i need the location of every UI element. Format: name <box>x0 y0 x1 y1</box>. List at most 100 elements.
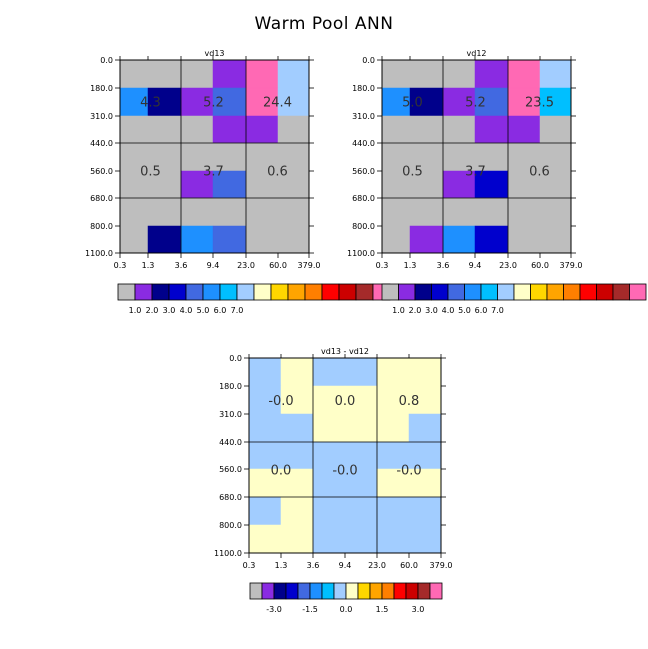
y-tick-label: 800.0 <box>352 222 375 231</box>
panel-title: vd12 <box>467 49 487 58</box>
heatmap-cell <box>147 197 182 227</box>
box-value-label: -0.0 <box>332 464 357 479</box>
heatmap-cell <box>277 87 310 117</box>
heatmap-cell <box>245 87 279 117</box>
colorbar-swatch <box>355 283 374 301</box>
colorbar-swatch <box>273 582 287 600</box>
colorbar-swatch <box>249 582 263 600</box>
heatmap-cell <box>408 357 442 387</box>
box-value-label: 0.0 <box>271 464 292 479</box>
box-value-label: 0.0 <box>335 394 356 409</box>
colorbar-swatch <box>297 582 311 600</box>
colorbar-label: -1.5 <box>302 605 318 614</box>
heatmap-cell <box>376 524 410 554</box>
box-value-label: 0.5 <box>140 165 161 180</box>
heatmap-cell <box>539 115 572 144</box>
box-value-label: 2.4 <box>140 0 161 4</box>
colorbar-label: 6.0 <box>475 306 488 315</box>
x-tick-label: 1.3 <box>275 561 288 570</box>
colorbar-swatch <box>236 283 255 301</box>
colorbar-swatch <box>393 582 407 600</box>
y-tick-label: 560.0 <box>90 167 113 176</box>
heatmap-cell <box>248 524 282 554</box>
heatmap-cell <box>474 87 509 117</box>
heatmap-cell <box>212 115 247 144</box>
colorbar-swatch <box>321 283 340 301</box>
colorbar-swatch <box>480 283 498 301</box>
x-tick-label: 1.3 <box>404 261 417 270</box>
colorbar-swatch <box>168 283 187 301</box>
heatmap-cell <box>409 59 444 89</box>
heatmap-cell <box>409 225 444 254</box>
heatmap-cell <box>474 225 509 254</box>
colorbar-swatch <box>629 283 647 301</box>
heatmap-cell <box>376 496 410 526</box>
heatmap-cell <box>280 496 314 526</box>
heatmap-cell <box>180 170 214 199</box>
heatmap-cell <box>408 496 442 526</box>
heatmap-cell <box>119 170 149 199</box>
x-tick-label: 60.0 <box>400 561 418 570</box>
box-value-label: -0.0 <box>396 464 421 479</box>
colorbar-label: 0.0 <box>340 605 353 614</box>
heatmap-cell <box>381 197 411 227</box>
heatmap-cell <box>409 115 444 144</box>
colorbar-swatch <box>304 283 323 301</box>
box-value-label: 3.7 <box>203 165 224 180</box>
heatmap-cell <box>277 142 310 172</box>
y-tick-label: 680.0 <box>90 194 113 203</box>
colorbar-swatch <box>357 582 371 600</box>
x-tick-label: 3.6 <box>175 261 188 270</box>
heatmap-cell <box>119 225 149 254</box>
x-tick-label: 0.3 <box>243 561 256 570</box>
colorbar-label: 6.0 <box>214 306 227 315</box>
heatmap-cell <box>442 115 476 144</box>
heatmap-cell <box>280 357 314 387</box>
box-value-label: 0.1 <box>271 0 292 4</box>
colorbar-label: -3.0 <box>266 605 282 614</box>
y-tick-label: 0.0 <box>229 354 242 363</box>
box-value-label: 0.5 <box>529 0 550 4</box>
heatmap-cell <box>344 413 378 443</box>
heatmap-cell <box>280 524 314 554</box>
heatmap-cell <box>119 115 149 144</box>
heatmap-cell <box>539 197 572 227</box>
y-tick-label: 1100.0 <box>214 549 242 558</box>
heatmap-cell <box>280 468 314 498</box>
colorbar-swatch <box>431 283 449 301</box>
heatmap-cell <box>381 225 411 254</box>
heatmap-cell <box>312 496 346 526</box>
y-tick-label: 440.0 <box>90 139 113 148</box>
colorbar-swatch <box>381 283 399 301</box>
x-tick-label: 60.0 <box>269 261 287 270</box>
colorbar-swatch <box>612 283 630 301</box>
heatmap-cell <box>312 524 346 554</box>
heatmap-cell <box>245 59 279 89</box>
colorbar-swatch <box>381 582 395 600</box>
heatmap-cell <box>180 142 214 172</box>
colorbar-label: 5.0 <box>458 306 471 315</box>
heatmap-cell <box>376 357 410 387</box>
x-tick-label: 9.4 <box>339 561 352 570</box>
heatmap-cell <box>248 385 282 415</box>
colorbar-label: 2.0 <box>146 306 159 315</box>
heatmap-cell <box>474 115 509 144</box>
plot-frame <box>381 59 572 254</box>
colorbar-swatch <box>261 582 275 600</box>
colorbar-label: 1.0 <box>129 306 142 315</box>
x-tick-label: 0.3 <box>376 261 389 270</box>
colorbar-swatch <box>202 283 221 301</box>
colorbar-swatch <box>405 582 419 600</box>
figure-title: Warm Pool ANN <box>254 14 394 34</box>
colorbar-label: 3.0 <box>425 306 438 315</box>
colorbar-swatch <box>429 582 443 600</box>
box-value-label: 0.2 <box>335 0 356 4</box>
x-tick-label: 9.4 <box>469 261 482 270</box>
heatmap-cell <box>277 115 310 144</box>
colorbar-swatch <box>345 582 359 600</box>
x-tick-label: 60.0 <box>531 261 549 270</box>
y-tick-label: 800.0 <box>219 521 242 530</box>
heatmap-cell <box>539 142 572 172</box>
colorbar-swatch <box>253 283 272 301</box>
